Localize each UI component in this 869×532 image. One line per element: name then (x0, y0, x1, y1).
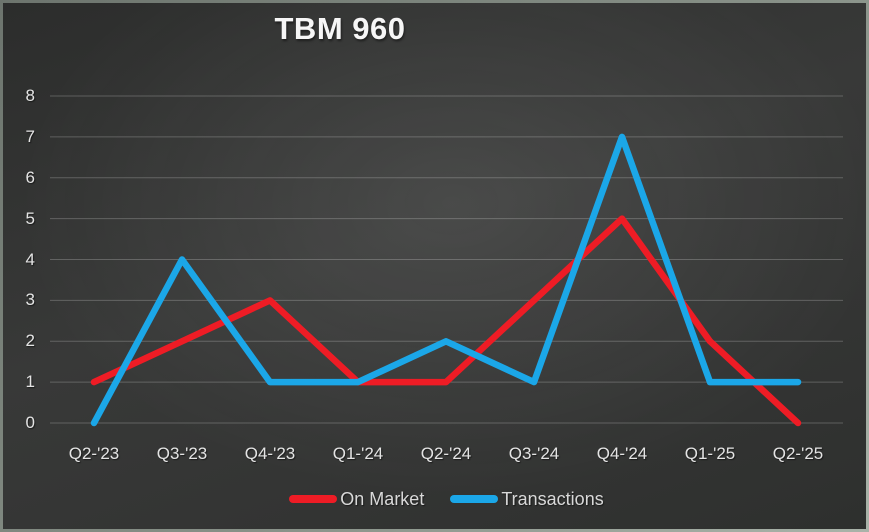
x-axis-label: Q4-'23 (244, 444, 296, 463)
series-line-transactions (90, 133, 802, 427)
y-axis-label: 1 (25, 372, 35, 392)
x-axis-label: Q3-'23 (156, 444, 208, 463)
y-axis-label: 0 (25, 413, 35, 432)
y-axis-label: 5 (25, 208, 35, 228)
y-axis-label: 6 (25, 167, 35, 187)
chart-plot-area (50, 95, 843, 427)
x-axis-label: Q2-'23 (68, 444, 120, 463)
series-line-on-market (90, 215, 802, 427)
on-market-line-swatch (289, 495, 338, 503)
x-axis-label: Q1-'25 (684, 444, 736, 463)
y-axis-label: 3 (25, 290, 35, 310)
y-axis-label: 2 (25, 331, 35, 351)
x-axis-label: Q1-'24 (332, 444, 384, 463)
y-axis-label: 7 (25, 126, 35, 146)
legend-item-transactions: Transactions (450, 488, 604, 510)
x-axis-label: Q2-'24 (420, 444, 472, 463)
x-axis-label: Q2-'25 (772, 444, 824, 463)
y-axis-label: 8 (25, 86, 35, 105)
legend-label-on-market: On Market (340, 488, 425, 509)
x-axis-label: Q4-'24 (596, 444, 648, 463)
x-axis-label: Q3-'24 (508, 444, 560, 463)
chart-title: TBM 960 (274, 11, 406, 46)
legend: On Market Transactions (50, 486, 843, 512)
transactions-line-swatch (450, 495, 499, 503)
y-axis-label: 4 (25, 249, 35, 269)
legend-item-on-market: On Market (289, 489, 424, 510)
legend-label-transactions: Transactions (501, 488, 604, 509)
